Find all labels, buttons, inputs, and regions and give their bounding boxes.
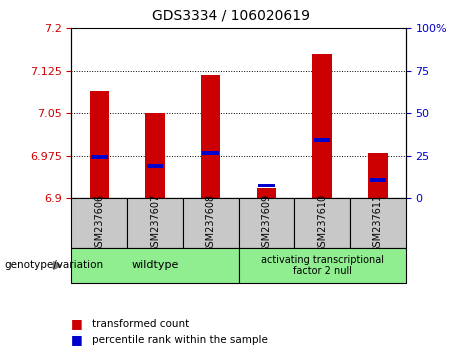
Text: GDS3334 / 106020619: GDS3334 / 106020619: [152, 9, 309, 23]
Text: ■: ■: [71, 318, 87, 330]
Bar: [313, 54, 332, 198]
Text: GSM237606: GSM237606: [95, 193, 104, 253]
Bar: [370, 178, 386, 182]
Bar: [145, 113, 165, 198]
Bar: [71, 198, 127, 248]
Bar: [127, 198, 183, 248]
Bar: [368, 153, 388, 198]
Bar: [202, 151, 219, 155]
Bar: [350, 198, 406, 248]
Bar: [257, 188, 276, 198]
Bar: [147, 164, 163, 168]
Bar: [294, 198, 350, 248]
Text: genotype/variation: genotype/variation: [5, 261, 104, 270]
Text: ■: ■: [71, 333, 87, 346]
Text: percentile rank within the sample: percentile rank within the sample: [92, 335, 268, 345]
Text: wildtype: wildtype: [131, 261, 179, 270]
Bar: [91, 155, 107, 159]
Bar: [71, 248, 239, 283]
Text: GSM237610: GSM237610: [317, 193, 327, 253]
Text: GSM237611: GSM237611: [373, 193, 383, 253]
Bar: [238, 198, 294, 248]
Bar: [314, 138, 331, 142]
Text: transformed count: transformed count: [92, 319, 189, 329]
Bar: [258, 183, 275, 188]
Bar: [201, 75, 220, 198]
Text: GSM237607: GSM237607: [150, 193, 160, 253]
Text: activating transcriptional
factor 2 null: activating transcriptional factor 2 null: [260, 255, 384, 276]
Bar: [89, 91, 109, 198]
Text: GSM237608: GSM237608: [206, 193, 216, 253]
Bar: [238, 248, 406, 283]
Bar: [183, 198, 238, 248]
Text: GSM237609: GSM237609: [261, 193, 272, 253]
